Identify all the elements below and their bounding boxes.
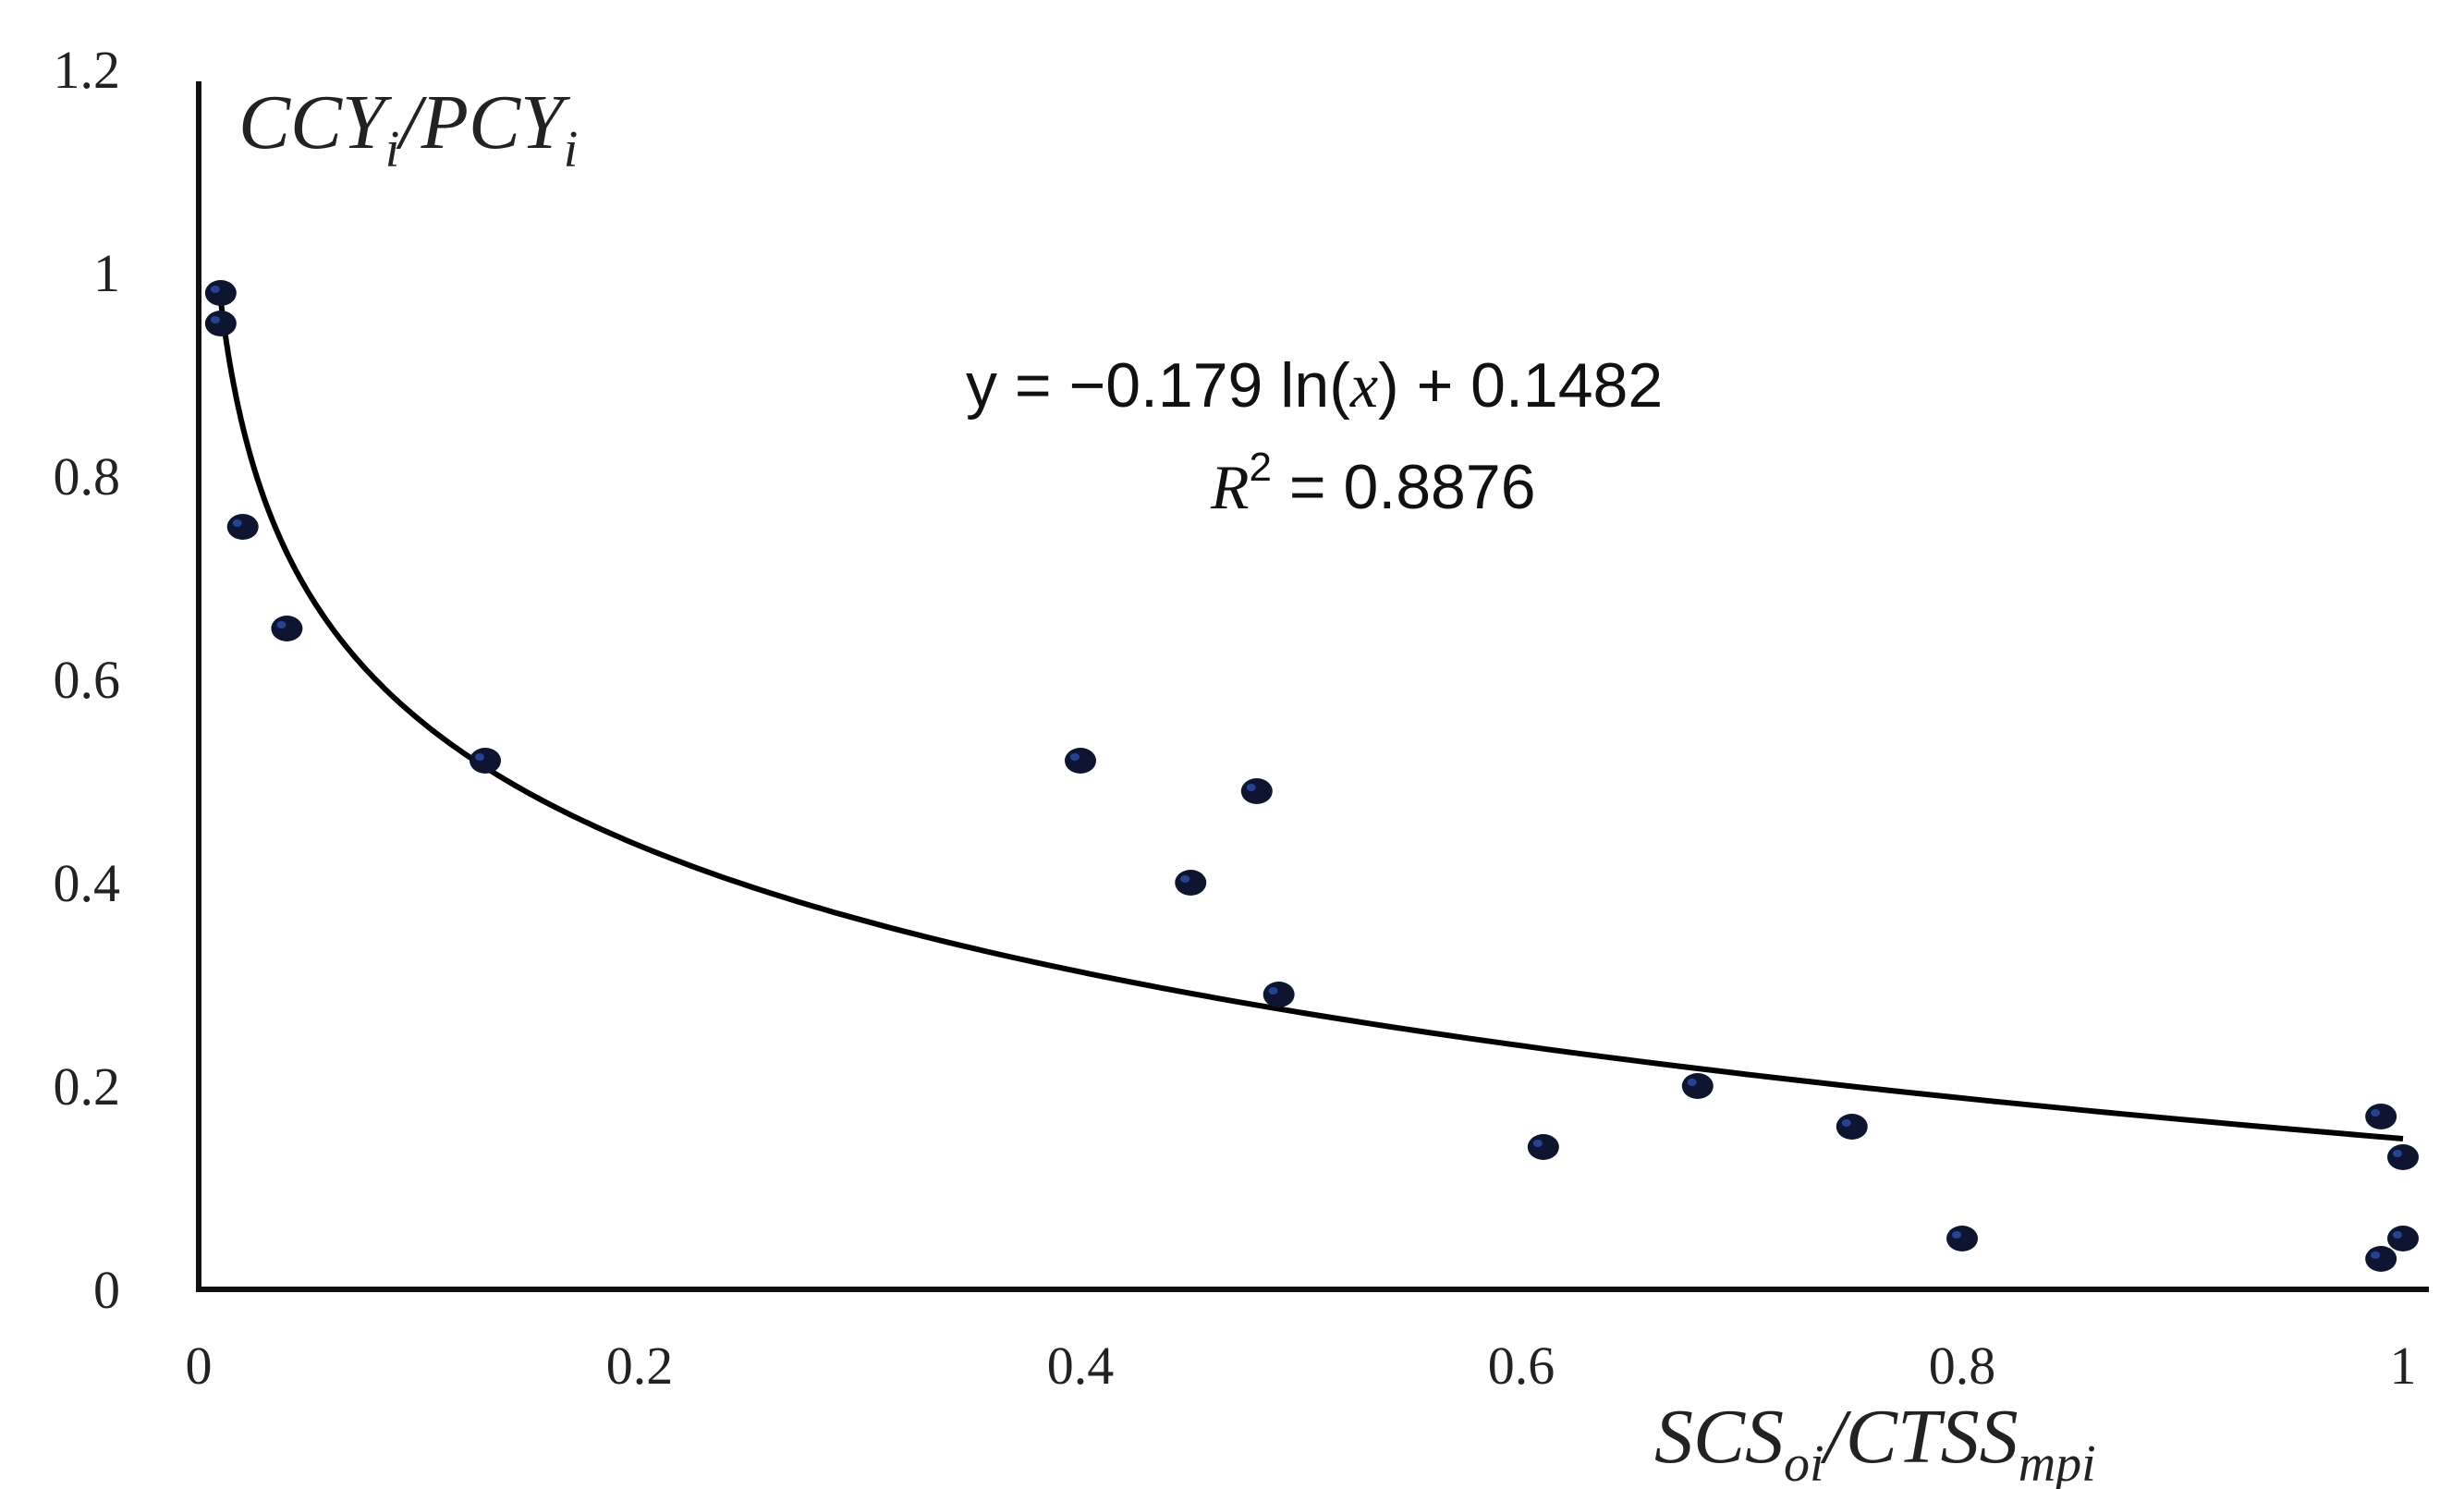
y-tick-label: 1.2 [54, 40, 121, 100]
data-point [2387, 1226, 2419, 1251]
data-point [1681, 1073, 1714, 1099]
x-tick-labels: 0 0.2 0.4 0.6 0.8 1 [186, 1336, 2417, 1396]
data-point [1946, 1226, 1978, 1251]
r-squared-label: R2 = 0.8876 [1210, 445, 1536, 522]
y-tick-label: 0.2 [54, 1056, 121, 1117]
data-point [1836, 1114, 1868, 1140]
data-point [271, 616, 303, 641]
data-point [1175, 870, 1207, 896]
y-axis-title: CCYi/PCYi [238, 79, 578, 178]
data-point [1240, 778, 1273, 804]
x-tick-label: 0.4 [1047, 1336, 1115, 1396]
x-axis-title: SCSoi/CTSSmpi [1654, 1394, 2096, 1489]
x-tick-label: 0 [186, 1336, 213, 1396]
y-tick-label: 0.6 [54, 650, 121, 710]
plot-area [204, 280, 2419, 1272]
trendline-equation: y = −0.179 ln(x) + 0.1482 [966, 350, 1663, 421]
data-point [470, 748, 502, 774]
data-point [2387, 1144, 2419, 1170]
y-tick-labels: 0 0.2 0.4 0.6 0.8 1 1.2 [54, 40, 121, 1320]
data-point [1065, 748, 1096, 774]
y-tick-label: 0.4 [54, 853, 121, 913]
x-tick-label: 0.8 [1929, 1336, 1996, 1396]
x-tick-label: 1 [2390, 1336, 2417, 1396]
data-point [204, 280, 237, 306]
x-tick-label: 0.2 [606, 1336, 674, 1396]
y-tick-label: 0 [93, 1260, 120, 1320]
data-point [204, 311, 237, 336]
x-tick-label: 0.6 [1488, 1336, 1555, 1396]
axes [196, 81, 2429, 1292]
data-point [226, 514, 259, 540]
data-point [1262, 982, 1295, 1007]
data-point [2365, 1246, 2397, 1272]
y-tick-label: 1 [93, 243, 120, 303]
trendline [217, 299, 2404, 1141]
data-point [1527, 1134, 1559, 1160]
data-point [2365, 1104, 2397, 1129]
y-tick-label: 0.8 [54, 446, 121, 507]
